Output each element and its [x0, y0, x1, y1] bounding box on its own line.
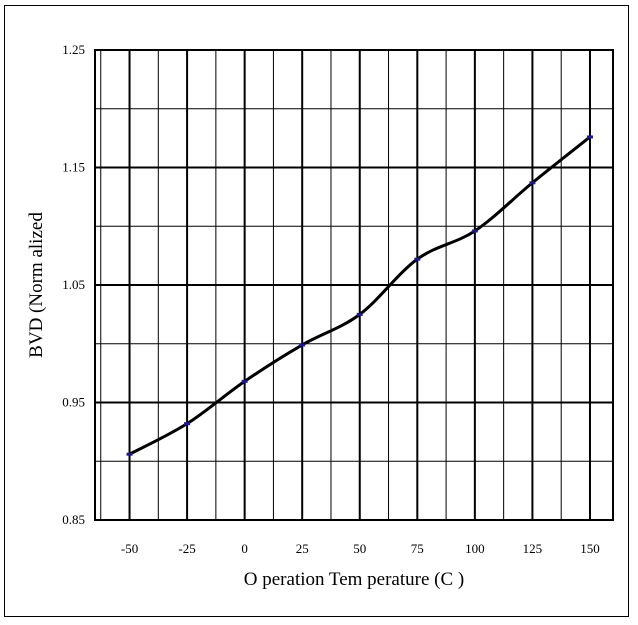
y-tick-label: 1.05 [62, 277, 85, 292]
x-tick-label: -25 [178, 541, 195, 556]
x-tick-label: 0 [241, 541, 248, 556]
x-tick-label: 75 [411, 541, 424, 556]
x-tick-label: 125 [523, 541, 543, 556]
y-tick-label: 1.15 [62, 160, 85, 175]
x-axis-label: O peration Tem perature (C ) [244, 569, 464, 590]
y-tick-label: 0.85 [62, 512, 85, 527]
y-axis-label: BVD (Norm alized [26, 212, 47, 358]
y-tick-label: 0.95 [62, 395, 85, 410]
grid-lines [95, 50, 613, 520]
x-tick-label: -50 [121, 541, 138, 556]
data-point [242, 380, 248, 383]
x-tick-label: 50 [353, 541, 366, 556]
data-point [357, 313, 363, 316]
data-point [184, 422, 190, 425]
x-tick-label: 100 [465, 541, 485, 556]
y-tick-label: 1.25 [62, 42, 85, 57]
data-point [127, 453, 133, 456]
x-tick-label: 150 [580, 541, 600, 556]
data-point [414, 258, 420, 261]
data-point [472, 229, 478, 232]
data-point [299, 343, 305, 346]
y-axis-ticks: 0.85 0.95 1.05 1.15 1.25 [62, 42, 85, 527]
data-point [529, 181, 535, 184]
data-point [587, 135, 593, 138]
x-tick-label: 25 [296, 541, 309, 556]
x-axis-ticks: -50 -25 0 25 50 75 100 125 150 [121, 541, 600, 556]
